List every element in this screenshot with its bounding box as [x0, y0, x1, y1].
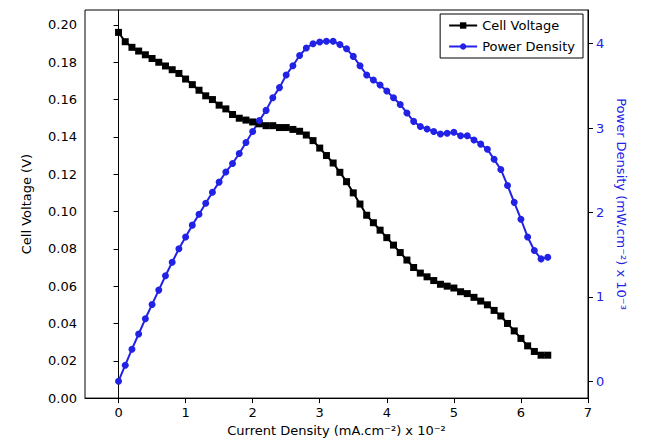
svg-text:5: 5 [450, 405, 458, 420]
svg-text:3: 3 [596, 121, 604, 136]
svg-text:6: 6 [517, 405, 525, 420]
svg-text:7: 7 [584, 405, 592, 420]
svg-text:0.06: 0.06 [48, 279, 77, 294]
svg-text:0.10: 0.10 [48, 204, 77, 219]
svg-text:0.04: 0.04 [48, 316, 77, 331]
svg-text:0.18: 0.18 [48, 55, 77, 70]
svg-text:0: 0 [596, 374, 604, 389]
svg-text:0.20: 0.20 [48, 17, 77, 32]
svg-text:0: 0 [114, 405, 122, 420]
svg-text:4: 4 [383, 405, 391, 420]
svg-text:0.12: 0.12 [48, 167, 77, 182]
svg-text:1: 1 [596, 289, 604, 304]
svg-text:0.16: 0.16 [48, 92, 77, 107]
svg-text:2: 2 [596, 205, 604, 220]
svg-text:Power Density: Power Density [482, 39, 575, 54]
svg-text:1: 1 [181, 405, 189, 420]
svg-text:4: 4 [596, 36, 604, 51]
svg-text:0.00: 0.00 [48, 391, 77, 406]
svg-text:0.08: 0.08 [48, 241, 77, 256]
svg-text:Power Density (mW.cm⁻²) x 10⁻³: Power Density (mW.cm⁻²) x 10⁻³ [614, 98, 629, 310]
svg-text:Cell Voltage: Cell Voltage [482, 18, 559, 33]
svg-text:Cell Voltage (V): Cell Voltage (V) [19, 154, 34, 254]
svg-text:Current Density (mA.cm⁻²) x 10: Current Density (mA.cm⁻²) x 10⁻² [227, 423, 446, 438]
svg-text:0.02: 0.02 [48, 353, 77, 368]
svg-text:0.14: 0.14 [48, 129, 77, 144]
svg-text:3: 3 [316, 405, 324, 420]
svg-text:2: 2 [249, 405, 257, 420]
